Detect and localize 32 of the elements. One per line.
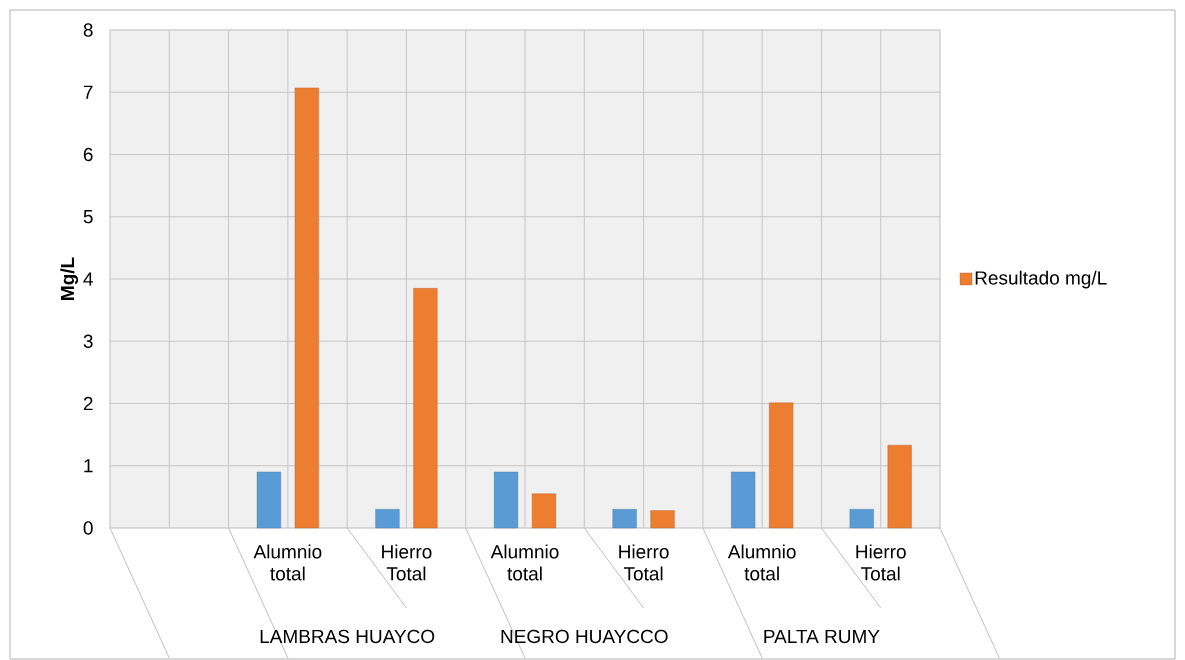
text: NEGRO HUAYCCO — [501, 629, 668, 644]
bar — [650, 510, 675, 529]
y-tick-label: 4 — [83, 272, 93, 286]
x-tick-label: Alumnio total — [253, 544, 322, 581]
y-tick-label: 6 — [83, 147, 93, 162]
legend-label: Resultado mg/L — [975, 270, 1107, 289]
y-tick-label: 5 — [83, 210, 93, 224]
y-tick-label: 1 — [84, 459, 93, 473]
y-tick-label: 7 — [83, 85, 93, 99]
y-tick-label: 0 — [83, 521, 93, 535]
bar — [769, 402, 794, 529]
bar — [531, 493, 557, 529]
x-tick-label: Hierro Total — [382, 544, 432, 581]
bar — [849, 509, 874, 529]
y-tick-label: 8 — [83, 23, 93, 37]
bar — [375, 509, 400, 529]
y-tick-label: 2 — [83, 396, 93, 411]
bar — [612, 509, 637, 529]
bar — [294, 87, 319, 529]
y-axis-title: Mg/L — [60, 257, 79, 300]
y-tick-label: 3 — [83, 334, 93, 348]
x-tick-label: Hierro Total — [856, 544, 906, 581]
bar — [731, 471, 756, 529]
text: PALTA RUMY — [764, 629, 880, 644]
x-tick-label: Alumnio total — [490, 544, 559, 581]
x-tick-label: Hierro Total — [619, 544, 669, 581]
bar — [887, 444, 912, 529]
bar — [413, 288, 438, 529]
text: LAMBRAS HUAYCO — [260, 629, 435, 644]
bar — [493, 471, 519, 529]
bar — [256, 471, 281, 529]
x-tick-label: Alumnio total — [727, 544, 796, 581]
